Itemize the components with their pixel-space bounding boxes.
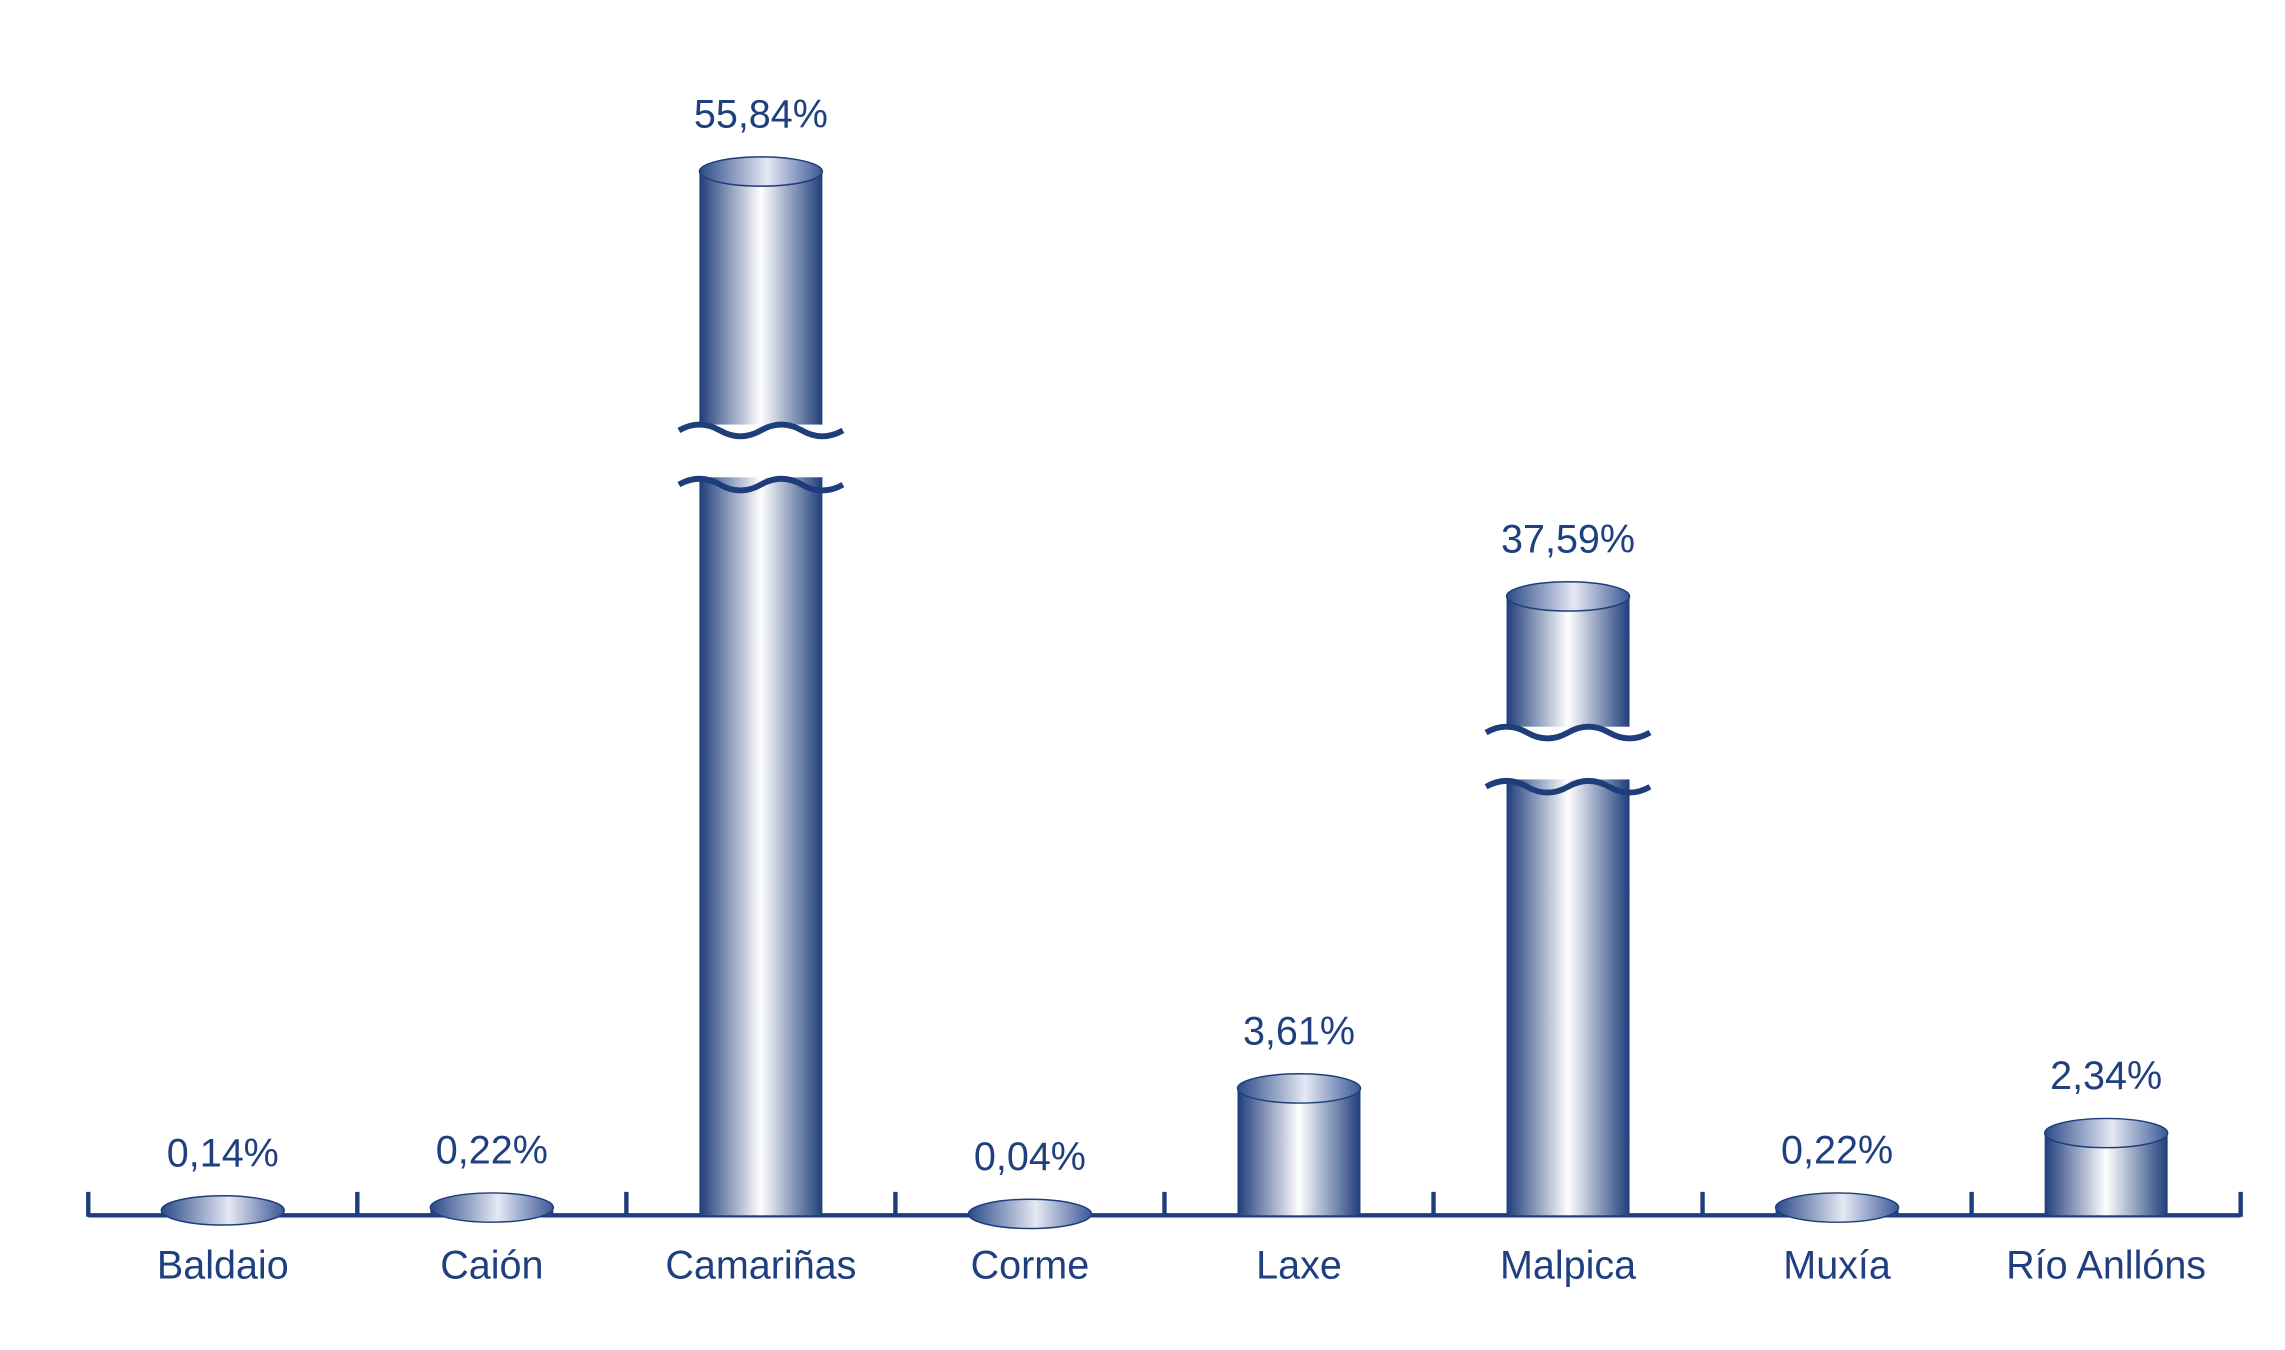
x-tick-label: Baldaio [157, 1243, 289, 1287]
bar-cap [429, 1192, 555, 1223]
bar-body [1506, 596, 1630, 1216]
x-tick-label: Malpica [1500, 1243, 1636, 1287]
bar-cap [1774, 1192, 1900, 1223]
x-tick-label: Muxía [1783, 1243, 1891, 1287]
axis-break [677, 421, 845, 440]
x-tick-label: Corme [971, 1243, 1090, 1287]
bar-body [1237, 1088, 1361, 1216]
bar-cap [698, 156, 824, 187]
bar-body [699, 171, 823, 1216]
x-tick-label: Caión [440, 1243, 543, 1287]
axis-break [677, 475, 845, 494]
bar [429, 1192, 555, 1223]
x-tick-label: Camariñas [665, 1243, 856, 1287]
value-label: 0,22% [1781, 1129, 1893, 1173]
bar [1484, 581, 1652, 1216]
bar-cap [160, 1194, 286, 1226]
bar-cap [2043, 1117, 2169, 1149]
value-label: 0,04% [974, 1135, 1086, 1179]
x-tick-label: Laxe [1256, 1243, 1342, 1287]
value-label: 37,59% [1501, 517, 1635, 561]
axis-break [1484, 777, 1652, 796]
bar-cap [967, 1198, 1093, 1230]
bar [677, 156, 845, 1216]
value-label: 3,61% [1243, 1010, 1355, 1054]
value-label: 2,34% [2050, 1054, 2162, 1098]
value-label: 0,22% [436, 1129, 548, 1173]
bar [160, 1194, 286, 1226]
value-label: 55,84% [694, 93, 828, 137]
value-label: 0,14% [167, 1131, 279, 1175]
bar [1774, 1192, 1900, 1223]
bar-cap [1505, 581, 1631, 612]
bar [1236, 1073, 1362, 1216]
x-tick-label: Río Anllóns [2006, 1243, 2206, 1287]
bar [2043, 1117, 2169, 1216]
axis-break [1484, 723, 1652, 742]
bar-cap [1236, 1073, 1362, 1104]
bar [967, 1198, 1093, 1230]
